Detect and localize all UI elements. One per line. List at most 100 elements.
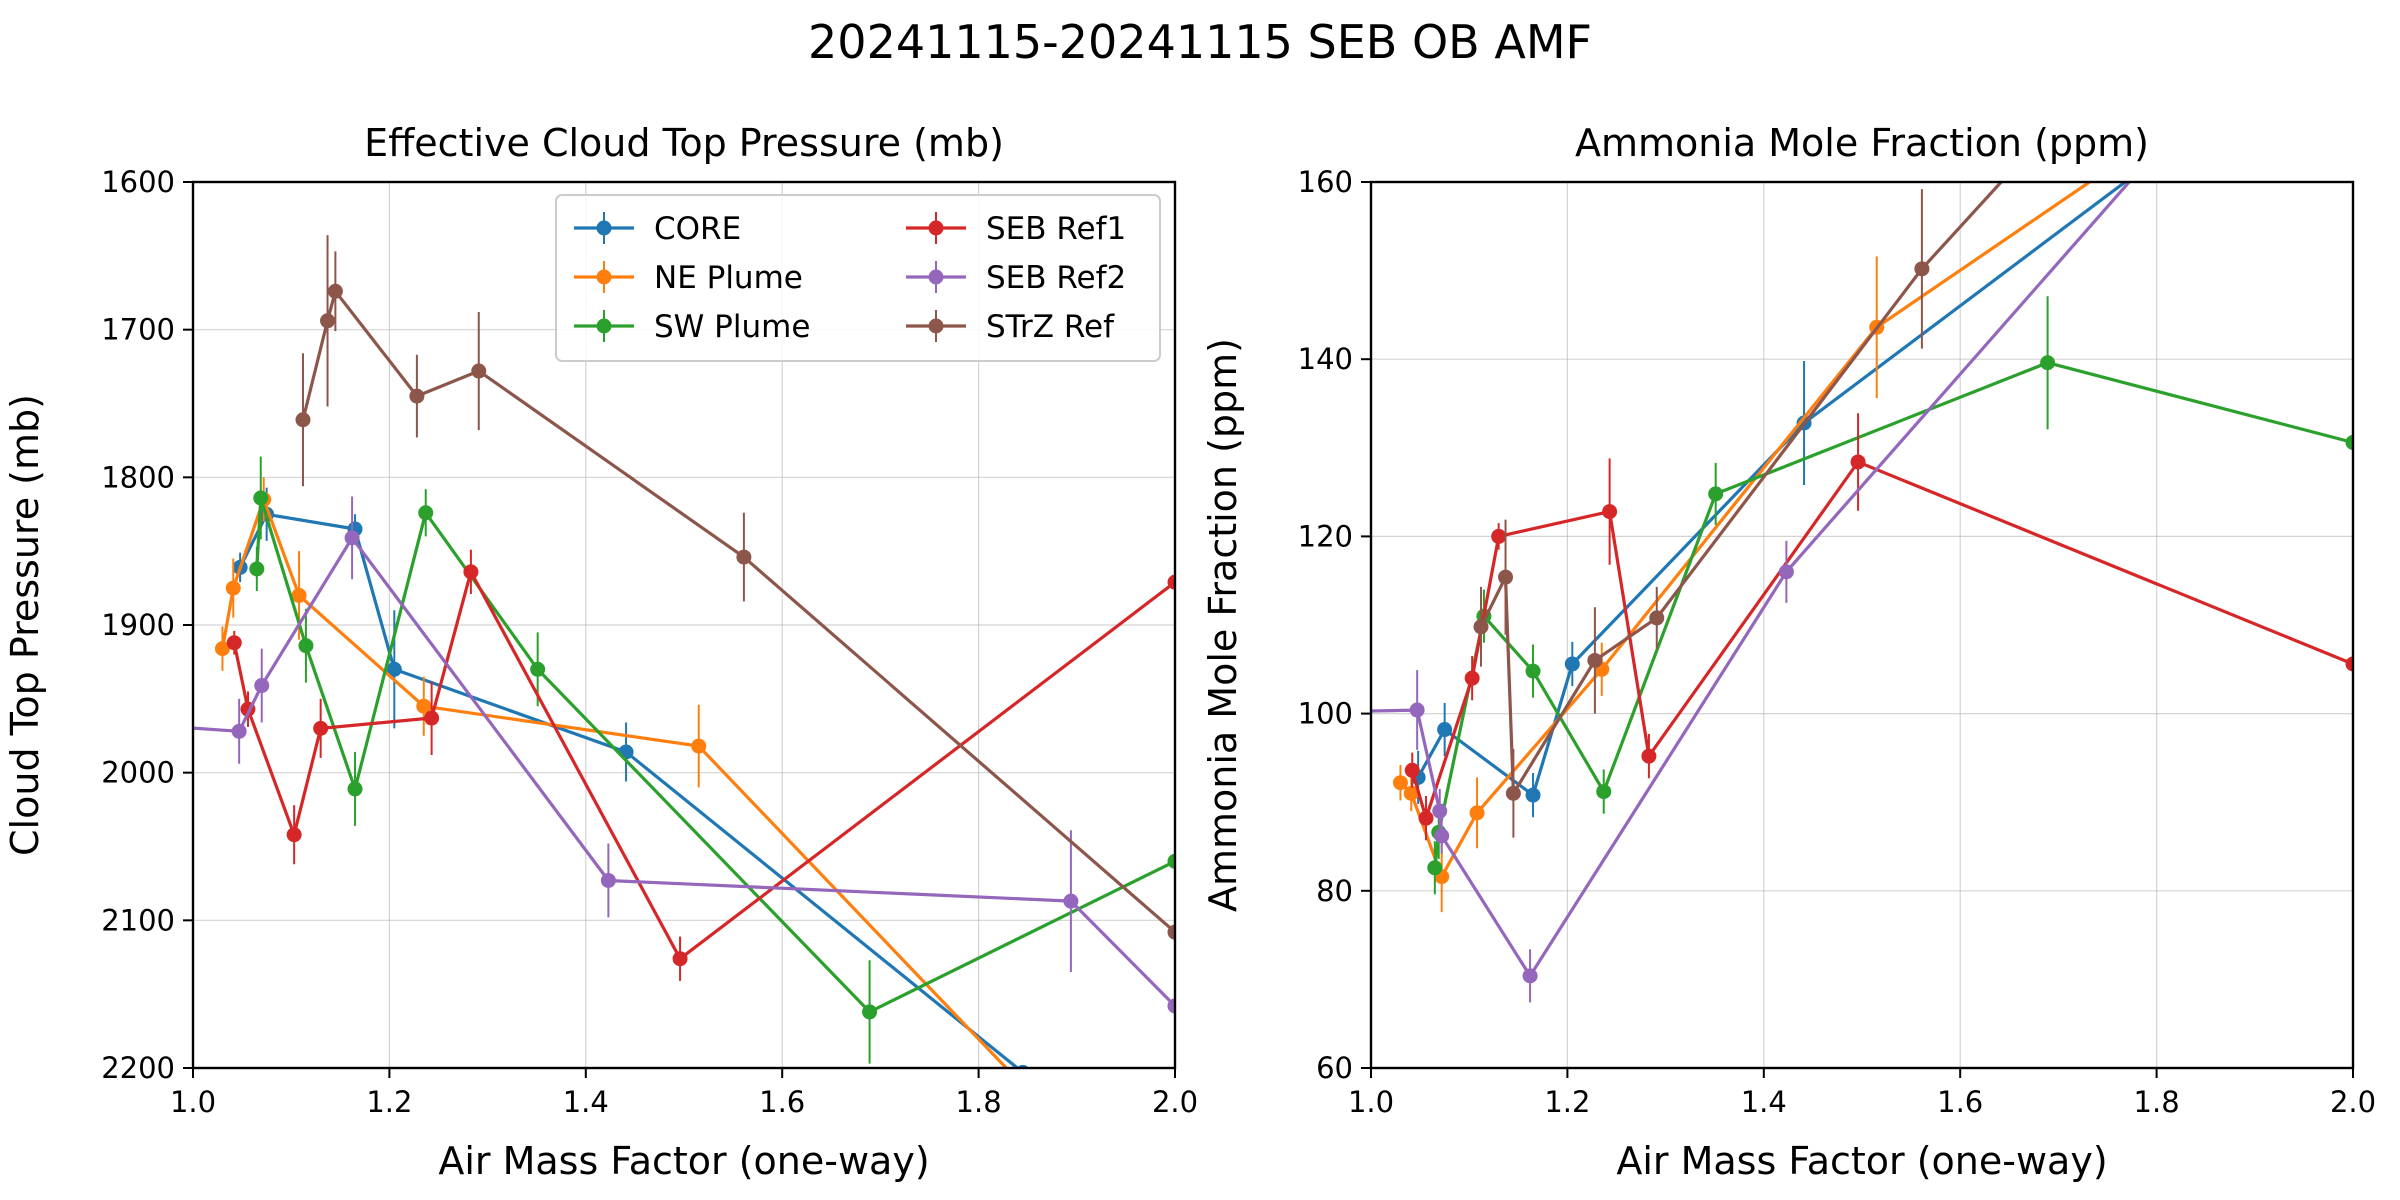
cloud-chart-data-point — [253, 490, 269, 506]
ammonia-chart-xtick-label: 1.4 — [1741, 1085, 1787, 1119]
cloud-chart-ytick-label: 2000 — [101, 756, 175, 790]
ammonia-chart-data-point — [1596, 784, 1612, 800]
ammonia-chart-xtick-label: 1.6 — [1937, 1085, 1983, 1119]
cloud-chart-data-point — [327, 283, 343, 299]
cloud-chart-ytick-label: 1800 — [101, 460, 175, 494]
cloud-chart-data-point — [416, 698, 432, 714]
cloud-chart-data-point — [409, 388, 425, 404]
ammonia-chart-data-point — [2095, 166, 2110, 181]
ammonia-chart-data-point — [1434, 828, 1450, 844]
ammonia-chart-data-point — [1505, 785, 1521, 801]
cloud-chart-series-seb-ref1 — [226, 549, 1175, 981]
cloud-chart-data-point — [1167, 574, 1175, 590]
ammonia-chart-data-point — [1641, 748, 1657, 764]
cloud-chart-data-point — [1063, 893, 1079, 909]
ammonia-chart-data-point — [1564, 656, 1580, 672]
ammonia-chart-data-point — [1850, 454, 1866, 470]
ammonia-chart-data-point — [1491, 528, 1507, 544]
cloud-chart-data-point — [254, 678, 270, 694]
legend-item-core: CORE — [574, 211, 741, 247]
cloud-chart-data-point — [862, 1004, 878, 1020]
ammonia-chart-series-core — [1410, 182, 2128, 818]
ammonia-chart-data-point — [1418, 810, 1434, 826]
cloud-chart-data-point — [530, 661, 546, 677]
cloud-chart-data-point — [1167, 924, 1175, 940]
ammonia-chart-series-sw-plume — [1427, 296, 2353, 895]
cloud-chart-series-core — [232, 487, 1029, 1068]
ammonia-chart-plot-area — [1371, 166, 2353, 1003]
ammonia-chart-series-seb-ref1 — [1404, 413, 2353, 841]
ammonia-chart-series-line-sw-plume — [1433, 361, 2353, 868]
cloud-chart-series-line-seb-ref1 — [232, 570, 1175, 961]
ammonia-chart-data-point — [2040, 355, 2056, 371]
cloud-chart-xtick-label: 1.6 — [759, 1085, 805, 1119]
cloud-chart-series-line-strz-ref — [301, 289, 1175, 934]
cloud-chart-ylabel: Cloud Top Pressure (mb) — [3, 394, 47, 856]
legend-label: SEB Ref1 — [986, 211, 1126, 247]
ammonia-chart-data-point — [1392, 775, 1408, 791]
cloud-chart-data-point — [286, 827, 302, 843]
ammonia-chart-data-point — [1469, 805, 1485, 821]
cloud-chart-ytick-label: 1700 — [101, 313, 175, 347]
cloud-chart-legend: CORE NE Plume SW Plume SEB Ref1 SEB Ref2 STrZ… — [555, 194, 1161, 362]
cloud-chart-series-line-ne-plume — [220, 497, 1009, 1068]
cloud-chart-data-point — [226, 635, 242, 651]
cloud-chart-data-point — [424, 710, 440, 726]
ammonia-chart-data-point — [2002, 166, 2017, 181]
ammonia-chart-data-point — [1587, 652, 1603, 668]
ammonia-chart-series-line-core — [1416, 182, 2128, 797]
ammonia-chart-data-point — [1437, 722, 1453, 738]
ammonia-chart-xtick-label: 2.0 — [2330, 1085, 2376, 1119]
cloud-chart-series-line-sw-plume — [255, 496, 1175, 1014]
cloud-chart-legend-box — [555, 194, 1161, 362]
ammonia-chart-series-seb-ref2 — [1371, 182, 2132, 1003]
legend-swatch-marker — [928, 220, 944, 236]
cloud-chart-data-point — [291, 587, 307, 603]
cloud-chart-series-sw-plume — [249, 456, 1175, 1064]
legend-item-ne-plume: NE Plume — [574, 260, 803, 296]
figure-title: 20241115-20241115 SEB OB AMF — [808, 15, 1592, 69]
ammonia-chart-data-point — [2345, 434, 2353, 450]
ammonia-chart-title: Ammonia Mole Fraction (ppm) — [1575, 121, 2149, 165]
cloud-chart-xtick-label: 1.4 — [563, 1085, 609, 1119]
cloud-chart-data-point — [344, 530, 360, 546]
right-chart: 1.0 1.2 1.4 1.6 1.8 2.0 60 80 100 120 140 160 Ammoni… — [1201, 121, 2376, 1183]
legend-label: SEB Ref2 — [986, 260, 1126, 296]
ammonia-chart-data-point — [1404, 762, 1420, 778]
legend-swatch-marker — [596, 220, 612, 236]
ammonia-chart-data-point — [1498, 569, 1514, 585]
cloud-chart-data-point — [214, 641, 230, 657]
ammonia-chart-ytick-label: 80 — [1316, 874, 1353, 908]
ammonia-chart-data-point — [1427, 860, 1443, 876]
cloud-chart-ytick-label: 1900 — [101, 608, 175, 642]
left-chart: 1.0 1.2 1.4 1.6 1.8 2.0 1600 1700 1800 1900 2000 21… — [3, 121, 1198, 1183]
cloud-chart-data-point — [249, 561, 265, 577]
legend-label: NE Plume — [654, 260, 803, 296]
cloud-chart-xtick-label: 2.0 — [1152, 1085, 1198, 1119]
cloud-chart-data-point — [386, 661, 402, 677]
ammonia-chart-grid — [1370, 181, 2354, 1069]
ammonia-chart-data-point — [1473, 619, 1489, 635]
ammonia-chart-xtick-label: 1.0 — [1348, 1085, 1394, 1119]
ammonia-chart-data-point — [1409, 702, 1425, 718]
ammonia-chart-ytick-label: 120 — [1298, 519, 1353, 553]
cloud-chart-data-point — [418, 505, 434, 521]
ammonia-chart-data-point — [1778, 564, 1794, 580]
cloud-chart-data-point — [298, 638, 314, 654]
cloud-chart-data-point — [347, 781, 363, 797]
cloud-chart-data-point — [1167, 853, 1175, 869]
ammonia-chart-ytick-label: 140 — [1298, 342, 1353, 376]
cloud-chart-data-point — [231, 723, 247, 739]
cloud-chart-ytick-label: 2200 — [101, 1051, 175, 1085]
ammonia-chart-data-point — [2345, 656, 2353, 672]
cloud-chart-data-point — [146, 718, 161, 733]
cloud-chart-series-strz-ref — [295, 235, 1175, 940]
cloud-chart-data-point — [313, 720, 329, 736]
legend-label: SW Plume — [654, 309, 810, 345]
cloud-chart-data-point — [320, 313, 336, 329]
cloud-chart-series-ne-plume — [214, 477, 1009, 1068]
cloud-chart-data-point — [736, 549, 752, 565]
legend-swatch-marker — [928, 269, 944, 285]
cloud-chart-xlabel: Air Mass Factor (one-way) — [438, 1139, 929, 1183]
